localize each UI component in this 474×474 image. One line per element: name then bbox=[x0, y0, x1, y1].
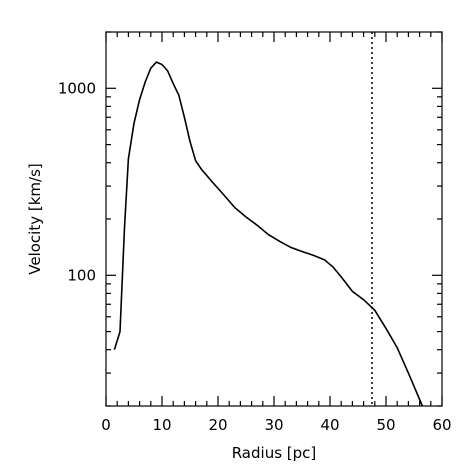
velocity-curve bbox=[113, 61, 424, 407]
major-ticks bbox=[105, 32, 443, 406]
x-tick-label: 40 bbox=[320, 416, 339, 434]
y-tick-label: 100 bbox=[67, 266, 96, 284]
y-tick-label: 1000 bbox=[58, 79, 96, 97]
minor-ticks bbox=[106, 31, 442, 407]
x-tick-label: 50 bbox=[376, 416, 395, 434]
plot-frame bbox=[105, 31, 443, 407]
x-tick-label: 0 bbox=[101, 416, 111, 434]
x-axis-label: Radius [pc] bbox=[232, 444, 317, 462]
tick-labels: 0 10 20 30 40 50 60 100 1000 bbox=[58, 79, 452, 434]
x-tick-label: 60 bbox=[432, 416, 451, 434]
x-tick-label: 30 bbox=[264, 416, 283, 434]
x-tick-label: 10 bbox=[152, 416, 171, 434]
x-tick-label: 20 bbox=[208, 416, 227, 434]
y-axis-label: Velocity [km/s] bbox=[26, 163, 44, 274]
